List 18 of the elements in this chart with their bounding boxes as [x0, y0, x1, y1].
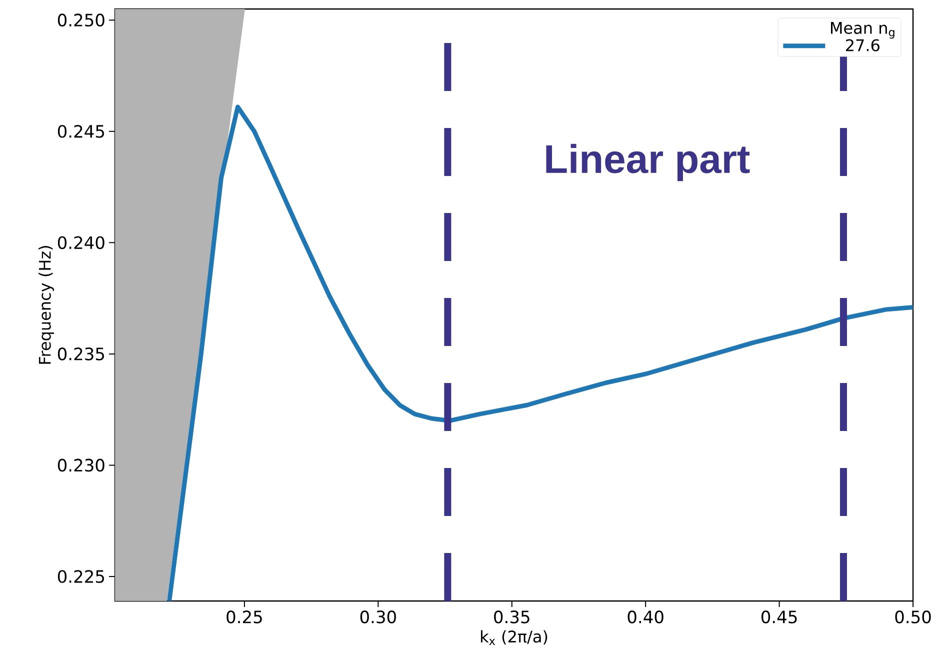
legend-title: Mean n$_{g}$ — [831, 22, 894, 39]
x-tick-label: 0.35 — [494, 610, 530, 624]
legend-label: 27.6 — [846, 39, 880, 52]
y-tick-label: 0.250 — [58, 14, 104, 27]
y-tick-label: 0.245 — [58, 124, 104, 138]
x-tick-label: 0.30 — [360, 610, 396, 624]
x-tick-label: 0.25 — [226, 610, 262, 624]
annotation: Linear part — [546, 144, 750, 182]
y-tick-label: 0.240 — [58, 236, 104, 250]
y-tick-label: 0.230 — [58, 458, 104, 472]
x-tick-label: 0.45 — [762, 610, 797, 624]
line-series — [167, 104, 914, 601]
x-axis-title: k$_{x}$ (2π/a) — [480, 630, 548, 645]
x-tick-label: 0.50 — [895, 610, 931, 624]
y-tick-label: 0.225 — [58, 570, 104, 583]
y-tick-label: 0.235 — [58, 348, 104, 360]
y-axis-title: Frequency (Hz) — [38, 246, 54, 364]
x-tick-label: 0.40 — [628, 610, 664, 624]
